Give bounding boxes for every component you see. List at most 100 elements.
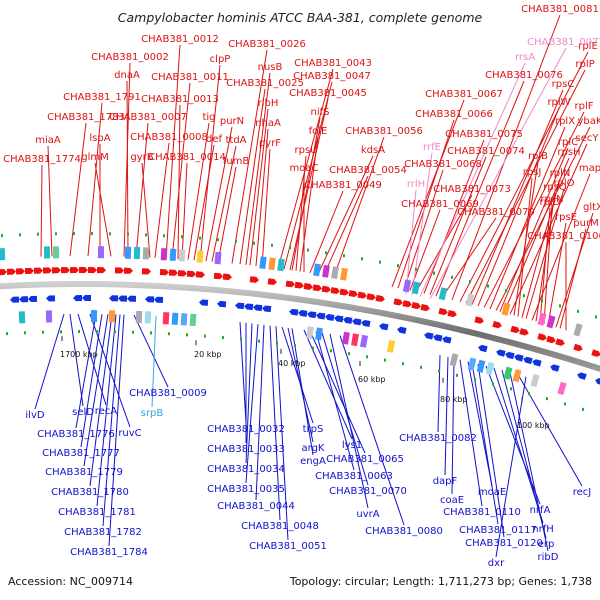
- feature-tracks: [0, 232, 600, 411]
- gene-label-forward: def: [206, 134, 223, 145]
- leader-line-reverse: [77, 313, 107, 406]
- gene-label-reverse: CHAB381_0009: [129, 388, 207, 399]
- gene-label-reverse: CHAB381_0082: [399, 433, 477, 444]
- marker-dot: [559, 304, 561, 308]
- marker-dot: [235, 239, 237, 243]
- marker-dot: [181, 235, 183, 239]
- forward-feature-block: [43, 246, 51, 259]
- gene-label-forward: rplN: [550, 168, 571, 179]
- reverse-gene-arrow: [424, 332, 434, 340]
- forward-feature-block: [124, 246, 132, 259]
- forward-gene-arrow: [222, 273, 232, 281]
- gene-label-forward: CHAB381_0054: [329, 165, 407, 176]
- forward-gene-arrow: [339, 288, 349, 296]
- gene-label-forward: CHAB381_0045: [289, 88, 367, 99]
- reverse-feature-block: [171, 312, 179, 325]
- feature-labels: CHAB381_1774 miaA CHAB381_1783 CHAB381_1791…: [3, 4, 600, 569]
- marker-dot: [55, 232, 57, 236]
- leader-line-reverse: [80, 314, 103, 448]
- gene-label-reverse: CHAB381_0034: [207, 464, 285, 475]
- forward-gene-arrow: [375, 294, 385, 302]
- reverse-feature-block: [342, 331, 350, 345]
- gene-label-forward: rplW: [547, 97, 570, 108]
- gene-label-forward: ttdA: [225, 135, 246, 146]
- leader-line-forward: [87, 102, 103, 257]
- gene-label-forward: CHAB381_0079: [457, 207, 535, 218]
- gene-label-reverse: lys1: [342, 440, 362, 451]
- leader-line-forward: [299, 136, 319, 272]
- gene-label-forward: CHAB381_1791: [63, 92, 141, 103]
- marker-dot: [415, 267, 417, 271]
- forward-feature-block: [438, 287, 448, 301]
- reverse-feature-block: [557, 381, 567, 396]
- leader-line-reverse: [83, 314, 109, 467]
- gene-label-forward: CHAB381_0056: [345, 126, 423, 137]
- gene-label-forward: CHAB381_0008: [130, 132, 208, 143]
- marker-dot: [577, 309, 579, 313]
- marker-dot: [37, 232, 39, 236]
- reverse-gene-arrow: [199, 299, 209, 306]
- reverse-gene-arrow: [154, 296, 164, 303]
- forward-gene-arrow: [357, 291, 367, 299]
- leader-line-forward: [555, 212, 594, 328]
- scale-label-20: 20 kbp: [194, 350, 222, 359]
- forward-feature-block: [402, 279, 412, 293]
- leader-line-forward: [277, 68, 334, 269]
- leader-line-forward: [239, 88, 266, 265]
- marker-dot: [420, 365, 422, 369]
- gene-label-forward: ybaK: [578, 116, 600, 127]
- leader-line-forward: [317, 155, 374, 275]
- forward-gene-arrow: [537, 333, 547, 341]
- marker-dot: [258, 339, 260, 343]
- leader-line-reverse: [303, 329, 353, 440]
- marker-dot: [114, 330, 116, 334]
- gene-label-reverse: CHAB381_0035: [207, 484, 285, 495]
- leader-line-forward: [289, 98, 329, 271]
- gene-label-forward: rplX: [555, 116, 575, 127]
- marker-dot: [1, 234, 3, 238]
- reverse-feature-block: [476, 359, 486, 373]
- forward-gene-arrow: [591, 349, 600, 357]
- gene-label-rrna: rrlH: [407, 179, 425, 190]
- marker-dot: [145, 233, 147, 237]
- forward-gene-arrow: [114, 267, 124, 274]
- forward-gene-arrow: [51, 267, 61, 274]
- forward-feature-block: [142, 247, 150, 260]
- leader-line-reverse: [108, 314, 125, 547]
- reverse-gene-arrow: [478, 344, 488, 353]
- forward-feature-block: [133, 246, 141, 260]
- gene-label-reverse: CHAB381_0063: [315, 471, 393, 482]
- leader-line-forward: [165, 44, 181, 259]
- leader-line-reverse: [451, 358, 455, 495]
- leader-line-forward: [499, 147, 569, 312]
- gene-label-forward: rpsU: [295, 145, 318, 156]
- leader-line-forward: [397, 119, 455, 289]
- marker-dot: [523, 294, 525, 298]
- marker-dot: [451, 275, 453, 279]
- accession-text: Accession: NC_009714: [8, 575, 133, 588]
- leader-line-forward: [333, 136, 385, 277]
- gene-label-forward: ribH: [258, 98, 279, 109]
- gene-label-rrna: rrsA: [515, 52, 535, 63]
- marker-dot: [330, 349, 332, 353]
- forward-gene-arrow: [519, 328, 529, 336]
- leader-line-forward: [94, 162, 112, 257]
- leader-line-reverse: [34, 314, 65, 410]
- leader-line-forward: [483, 111, 585, 308]
- leader-line-forward: [126, 80, 129, 257]
- forward-gene-arrow: [186, 270, 196, 278]
- forward-gene-arrow: [285, 280, 295, 288]
- gene-label-forward: miaA: [35, 135, 61, 146]
- reverse-feature-block: [359, 334, 369, 348]
- forward-feature-block: [178, 249, 186, 262]
- marker-dot: [6, 332, 8, 336]
- gene-label-reverse: CHAB381_0032: [207, 424, 285, 435]
- gene-label-forward: rpsC: [552, 79, 575, 90]
- reverse-gene-arrow: [262, 305, 272, 313]
- gene-label-reverse: CHAB381_1781: [58, 507, 136, 518]
- forward-feature-block: [259, 256, 267, 270]
- scale-label-40: 40 kbp: [278, 359, 306, 368]
- forward-gene-arrow: [348, 290, 358, 298]
- marker-dot: [222, 336, 224, 340]
- marker-dot: [361, 257, 363, 261]
